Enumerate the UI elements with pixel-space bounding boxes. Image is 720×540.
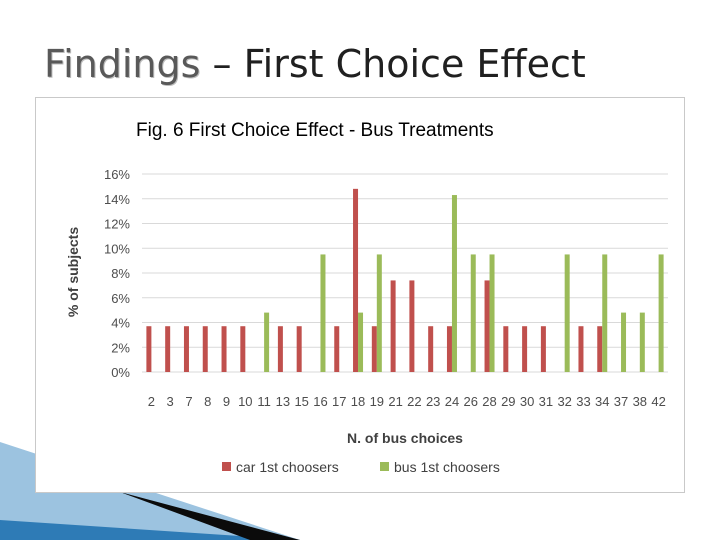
bar-car-1st-choosers [334, 326, 340, 372]
y-tick-label: 16% [104, 167, 130, 182]
bar-car-1st-choosers [221, 326, 227, 372]
x-tick-label: 37 [614, 394, 628, 409]
legend-swatch-car [222, 462, 231, 471]
bar-bus-1st-choosers [451, 195, 457, 372]
bar-bus-1st-choosers [376, 254, 382, 372]
x-tick-label: 19 [370, 394, 384, 409]
bar-car-1st-choosers [540, 326, 546, 372]
x-tick-label: 31 [539, 394, 553, 409]
x-tick-label: 16 [313, 394, 327, 409]
swoosh-dark-band [120, 492, 300, 540]
bar-bus-1st-choosers [358, 312, 364, 372]
bar-car-1st-choosers [446, 326, 452, 372]
bar-car-1st-choosers [296, 326, 302, 372]
x-tick-label: 23 [426, 394, 440, 409]
x-tick-label: 3 [167, 394, 174, 409]
bar-car-1st-choosers [522, 326, 528, 372]
x-tick-label: 34 [595, 394, 609, 409]
y-tick-label: 14% [104, 192, 130, 207]
bar-bus-1st-choosers [602, 254, 608, 372]
bar-car-1st-choosers [428, 326, 434, 372]
bar-car-1st-choosers [390, 280, 396, 372]
x-tick-label: 24 [445, 394, 459, 409]
x-tick-label: 13 [276, 394, 290, 409]
legend-label-bus: bus 1st choosers [394, 459, 500, 475]
x-tick-label: 30 [520, 394, 534, 409]
legend: car 1st choosers bus 1st choosers [222, 459, 500, 475]
bar-bus-1st-choosers [320, 254, 326, 372]
bars [146, 188, 664, 372]
x-tick-label: 15 [294, 394, 308, 409]
bar-bus-1st-choosers [470, 254, 476, 372]
y-tick-label: 12% [104, 217, 130, 232]
x-tick-label: 8 [204, 394, 211, 409]
x-tick-label: 10 [238, 394, 252, 409]
x-tick-label: 11 [257, 394, 271, 409]
bar-car-1st-choosers [353, 188, 359, 372]
slide-title-keyword: Findings [44, 42, 201, 86]
x-tick-label: 7 [185, 394, 192, 409]
bar-bus-1st-choosers [489, 254, 495, 372]
x-tick-label: 32 [557, 394, 571, 409]
y-tick-label: 6% [111, 291, 130, 306]
x-tick-label: 18 [351, 394, 365, 409]
chart-title: Fig. 6 First Choice Effect - Bus Treatme… [136, 120, 494, 141]
bar-car-1st-choosers [409, 280, 415, 372]
bar-car-1st-choosers [277, 326, 283, 372]
y-axis-label: % of subjects [65, 227, 81, 317]
bar-car-1st-choosers [202, 326, 208, 372]
bar-bus-1st-choosers [658, 254, 664, 372]
x-tick-label: 26 [464, 394, 478, 409]
x-tick-label: 33 [576, 394, 590, 409]
bar-car-1st-choosers [165, 326, 171, 372]
y-tick-label: 4% [111, 316, 130, 331]
legend-label-car: car 1st choosers [236, 459, 339, 475]
bar-car-1st-choosers [183, 326, 189, 372]
x-tick-label: 2 [148, 394, 155, 409]
slide-title: Findings – First Choice Effect [44, 38, 586, 90]
gridlines [142, 173, 668, 373]
y-tick-label: 2% [111, 340, 130, 355]
x-tick-label: 28 [482, 394, 496, 409]
y-tick-label: 10% [104, 241, 130, 256]
bar-car-1st-choosers [146, 326, 152, 372]
chart-frame: Fig. 6 First Choice Effect - Bus Treatme… [35, 97, 685, 493]
y-tick-label: 0% [111, 365, 130, 380]
x-tick-labels: 2 3 7 8 9 10 11 13 15 16 17 18 19 21 22 23 24 26 28 29 30 31 3… [148, 394, 666, 409]
y-tick-labels: 0% 2% 4% 6% 8% 10% 12% 14% 16% [104, 167, 130, 380]
bar-bus-1st-choosers [639, 312, 645, 372]
bar-car-1st-choosers [240, 326, 246, 372]
x-tick-label: 29 [501, 394, 515, 409]
bar-car-1st-choosers [578, 326, 584, 372]
x-tick-label: 42 [651, 394, 665, 409]
legend-swatch-bus [380, 462, 389, 471]
bar-car-1st-choosers [503, 326, 509, 372]
x-tick-label: 38 [633, 394, 647, 409]
bar-chart: Fig. 6 First Choice Effect - Bus Treatme… [65, 120, 668, 475]
bar-car-1st-choosers [484, 280, 490, 372]
bar-bus-1st-choosers [564, 254, 570, 372]
bar-car-1st-choosers [371, 326, 377, 372]
y-tick-label: 8% [111, 266, 130, 281]
bar-bus-1st-choosers [264, 312, 270, 372]
x-tick-label: 21 [388, 394, 402, 409]
x-axis-label: N. of bus choices [347, 430, 463, 446]
x-tick-label: 9 [223, 394, 230, 409]
x-tick-label: 17 [332, 394, 346, 409]
bar-car-1st-choosers [597, 326, 603, 372]
slide-title-subtitle: – First Choice Effect [200, 42, 586, 86]
bar-bus-1st-choosers [621, 312, 627, 372]
x-tick-label: 22 [407, 394, 421, 409]
